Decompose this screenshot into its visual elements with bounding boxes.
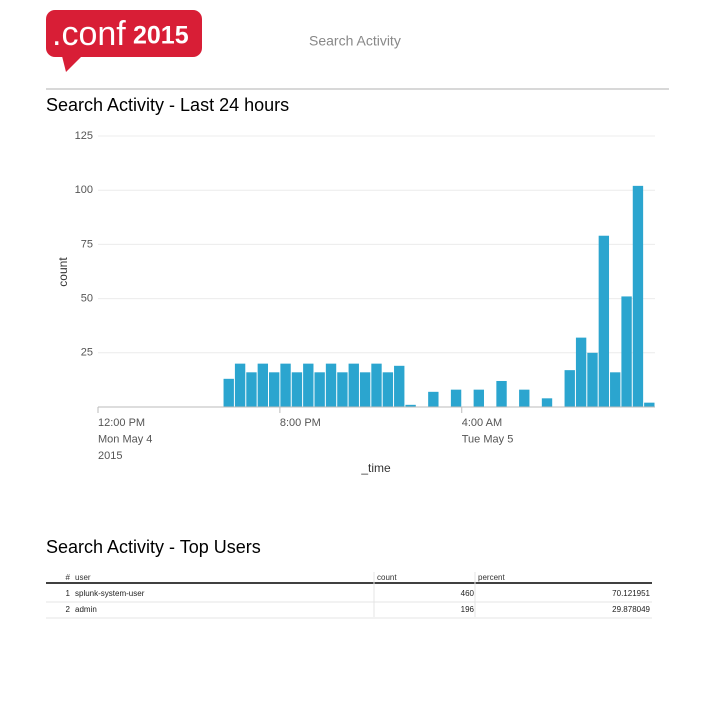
bar <box>303 363 314 407</box>
bar <box>382 372 394 407</box>
bar <box>564 370 575 407</box>
bar <box>223 378 234 407</box>
bar <box>632 185 644 407</box>
table-cell: 1 <box>66 589 71 598</box>
column-header: # <box>66 573 71 582</box>
bar <box>610 372 621 407</box>
logo-text: .conf <box>52 15 126 53</box>
bar <box>359 372 371 407</box>
logo: .conf 2015 <box>46 10 202 72</box>
x-tick-label: Mon May 4 <box>98 433 152 445</box>
bar <box>575 337 587 407</box>
table-cell: 29.878049 <box>612 605 650 614</box>
bar <box>337 372 348 407</box>
logo-pointer <box>62 56 82 72</box>
bar <box>598 235 610 407</box>
y-tick-label: 50 <box>81 293 93 305</box>
table-title: Search Activity - Top Users <box>46 537 261 557</box>
column-header: count <box>377 573 397 582</box>
bar <box>428 391 439 407</box>
table-cell: admin <box>75 605 97 614</box>
bar <box>269 372 280 407</box>
logo-badge <box>46 10 202 57</box>
table-cell: 70.121951 <box>612 589 650 598</box>
x-tick-label: 4:00 AM <box>462 417 502 429</box>
bar <box>496 380 507 407</box>
bar <box>405 404 416 407</box>
bar <box>246 372 257 407</box>
bar <box>541 398 553 407</box>
column-header: user <box>75 573 91 582</box>
x-tick-label: Tue May 5 <box>462 433 514 445</box>
table-cell: 196 <box>461 605 475 614</box>
column-header: percent <box>478 573 505 582</box>
y-tick-label: 100 <box>75 184 93 196</box>
bar <box>473 389 484 407</box>
bar <box>257 363 269 407</box>
bar <box>325 363 337 407</box>
y-axis-title: count <box>56 257 70 287</box>
table: # user count percent 1 splunk-system-user 460 7… <box>46 572 652 619</box>
bar <box>280 363 291 407</box>
y-tick-label: 25 <box>81 347 93 359</box>
bar <box>291 372 303 407</box>
x-tick-label: 8:00 PM <box>280 417 321 429</box>
dashboard-title: Search Activity <box>309 33 401 49</box>
bar <box>587 352 598 407</box>
bar <box>234 363 246 407</box>
bar <box>371 363 382 407</box>
x-tick-label: 12:00 PM <box>98 417 145 429</box>
bar <box>644 402 655 407</box>
x-tick-label: 2015 <box>98 450 122 462</box>
table-cell: 2 <box>66 605 71 614</box>
table-cell: 460 <box>461 589 475 598</box>
y-tick-label: 125 <box>75 130 93 142</box>
chart: 25 50 75 100 125 12:00 PM Mon May 4 2015 8:00 PM… <box>75 130 655 462</box>
table-cell: splunk-system-user <box>75 589 145 598</box>
bar <box>314 372 325 407</box>
bar <box>394 365 405 407</box>
y-tick-label: 75 <box>81 238 93 250</box>
bar <box>450 389 462 407</box>
chart-title: Search Activity - Last 24 hours <box>46 95 289 115</box>
bar <box>519 389 530 407</box>
bar <box>621 296 632 407</box>
bar <box>348 363 359 407</box>
x-axis-title: _time <box>360 461 391 475</box>
logo-year: 2015 <box>133 22 189 50</box>
